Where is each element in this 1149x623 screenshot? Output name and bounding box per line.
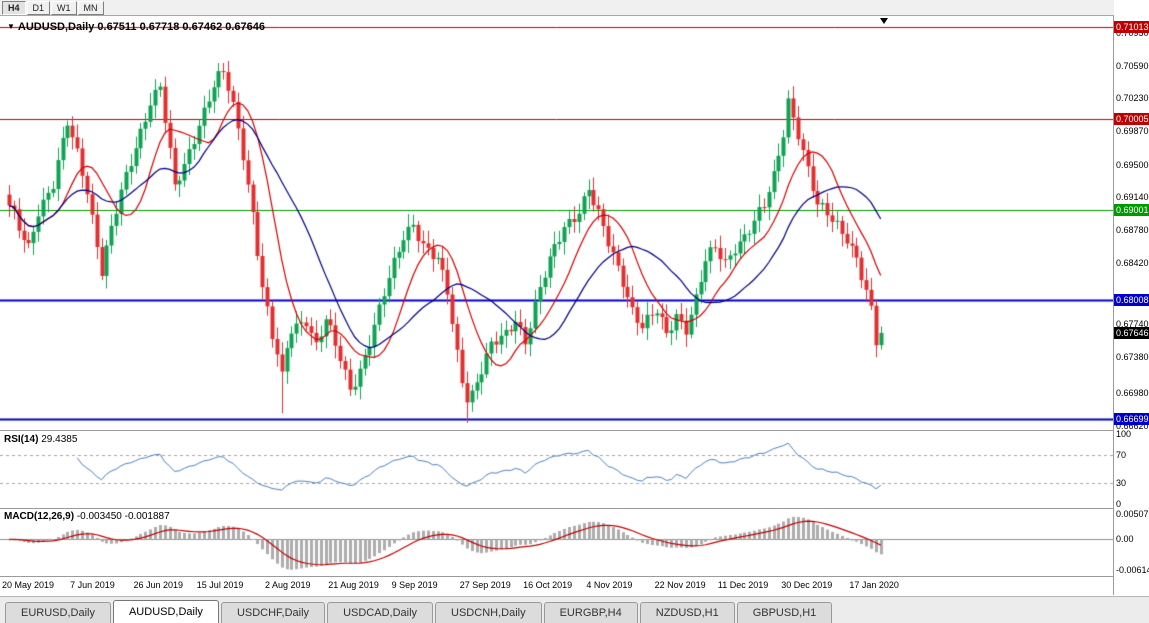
price-axis[interactable]: 0.709500.705900.702300.698700.695000.691…	[1114, 0, 1149, 595]
date-axis-label: 15 Jul 2019	[196, 580, 244, 590]
hline-price-label[interactable]: 0.68008	[1114, 294, 1149, 307]
date-axis-label: 16 Oct 2019	[523, 580, 573, 590]
chart-shift-marker[interactable]	[880, 18, 888, 24]
chart-symbol-dropdown-icon[interactable]: ▼	[7, 22, 15, 31]
macd-indicator-label: MACD(12,26,9) -0.003450 -0.001887	[4, 511, 170, 522]
price-axis-tick-label: 0.66980	[1116, 388, 1149, 399]
timeframe-button-w1[interactable]: W1	[51, 0, 77, 15]
hline-price-label[interactable]: 0.70005	[1114, 112, 1149, 125]
date-axis-label: 21 Aug 2019	[328, 580, 379, 590]
chart-ohlc-values: 0.67511 0.67718 0.67462 0.67646	[97, 21, 266, 33]
rsi-axis-label: 70	[1116, 450, 1127, 460]
timeframe-toolbar: H4 D1 W1 MN	[0, 0, 1149, 16]
price-axis-tick-label: 0.67740	[1116, 319, 1149, 330]
date-axis-label: 27 Sep 2019	[459, 580, 511, 590]
hline-price-label[interactable]: 0.66699	[1114, 412, 1149, 425]
price-axis-tick-label: 0.69870	[1116, 126, 1149, 137]
panel-divider	[0, 576, 1149, 577]
tab-nzdusd-h1[interactable]: NZDUSD,H1	[639, 602, 735, 623]
tab-audusd-daily[interactable]: AUDUSD,Daily	[112, 600, 219, 623]
macd-axis-label: 0.00	[1116, 534, 1134, 545]
date-axis-label: 2 Aug 2019	[264, 580, 311, 590]
price-axis-tick-label: 0.70590	[1116, 60, 1149, 71]
date-axis-label: 4 Nov 2019	[586, 580, 633, 590]
date-axis-label: 22 Nov 2019	[654, 580, 706, 590]
tab-usdcad-daily[interactable]: USDCAD,Daily	[327, 602, 434, 623]
price-axis-tick-label: 0.68780	[1116, 224, 1149, 235]
rsi-value: 29.4385	[41, 434, 78, 445]
macd-axis-label: -0.006148	[1116, 565, 1149, 575]
rsi-axis-label: 100	[1116, 429, 1132, 439]
rsi-name: RSI(14)	[4, 434, 39, 445]
chart-symbol-label: AUDUSD,Daily	[17, 21, 95, 33]
chart-title: ▼ AUDUSD,Daily 0.67511 0.67718 0.67462 0.…	[7, 21, 265, 33]
timeframe-button-d1[interactable]: D1	[26, 0, 51, 15]
price-axis-border	[1113, 16, 1114, 595]
tab-usdcnh-daily[interactable]: USDCNH,Daily	[435, 602, 542, 623]
date-axis-label: 20 May 2019	[2, 580, 55, 590]
date-axis-label: 30 Dec 2019	[781, 580, 833, 590]
date-axis-label: 26 Jun 2019	[133, 580, 184, 590]
current-price-label: 0.67646	[1114, 326, 1149, 339]
price-axis-tick-label: 0.66620	[1116, 421, 1149, 431]
timeframe-button-h4[interactable]: H4	[2, 0, 26, 15]
price-axis-tick-label: 0.70230	[1116, 93, 1149, 104]
price-axis-tick-label: 0.69500	[1116, 159, 1149, 170]
price-axis-tick-label: 0.69140	[1116, 192, 1149, 203]
timeframe-button-mn[interactable]: MN	[77, 0, 104, 15]
panel-divider[interactable]	[0, 430, 1149, 431]
macd-name: MACD(12,26,9)	[4, 511, 75, 522]
tab-gbpusd-h1[interactable]: GBPUSD,H1	[736, 602, 833, 623]
tab-eurusd-daily[interactable]: EURUSD,Daily	[5, 602, 111, 623]
date-axis-label: 7 Jun 2019	[70, 580, 115, 590]
rsi-indicator-label: RSI(14) 29.4385	[4, 434, 77, 445]
macd-values: -0.003450 -0.001887	[76, 511, 170, 522]
date-axis-label: 17 Jan 2020	[849, 580, 899, 590]
symbol-tab-bar: EURUSD,Daily AUDUSD,Daily USDCHF,Daily U…	[0, 596, 1149, 623]
rsi-axis-label: 30	[1116, 478, 1127, 488]
tab-usdchf-daily[interactable]: USDCHF,Daily	[220, 602, 326, 623]
price-chart-canvas[interactable]	[0, 16, 1113, 595]
date-axis-label: 11 Dec 2019	[717, 580, 769, 590]
panel-divider[interactable]	[0, 508, 1149, 509]
tab-eurgbp-h4[interactable]: EURGBP,H4	[543, 602, 638, 623]
date-axis-label: 9 Sep 2019	[391, 580, 438, 590]
hline-price-label[interactable]: 0.69001	[1114, 203, 1149, 216]
hline-price-label[interactable]: 0.71013	[1114, 21, 1149, 34]
date-axis: 20 May 2019 7 Jun 2019 26 Jun 2019 15 Jul 2…	[0, 578, 1113, 594]
rsi-axis-label: 0	[1116, 499, 1122, 509]
macd-axis-label: 0.005076	[1116, 509, 1149, 519]
price-axis-tick-label: 0.67380	[1116, 352, 1149, 363]
price-axis-tick-label: 0.68420	[1116, 257, 1149, 268]
